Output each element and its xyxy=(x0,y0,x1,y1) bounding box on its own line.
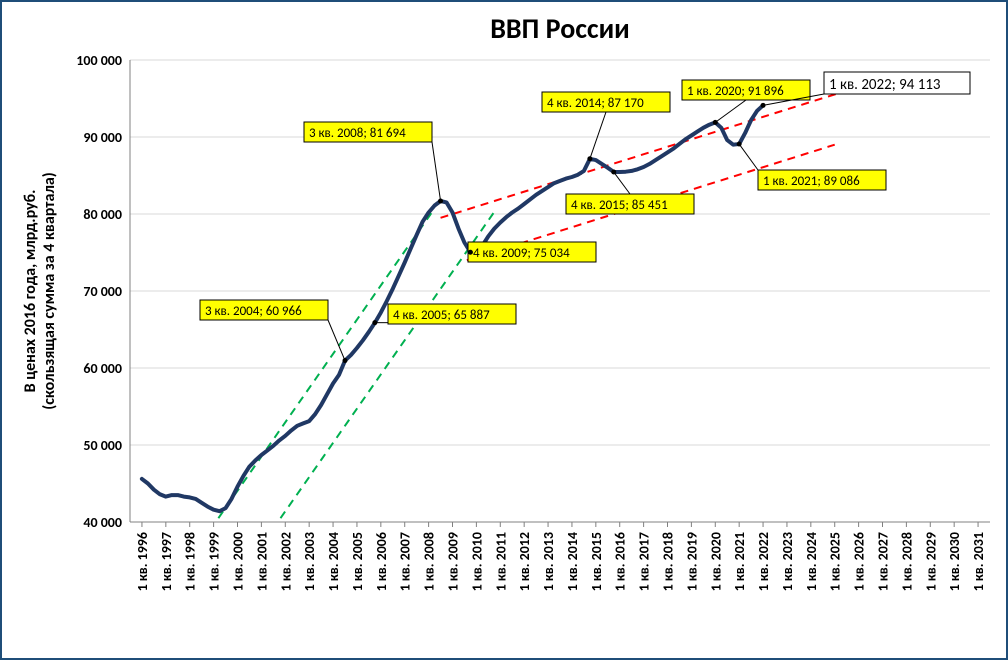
x-tick-label: 1 кв. 2020 xyxy=(707,532,724,591)
trend-line xyxy=(218,210,433,518)
callout-anchor xyxy=(737,142,742,147)
x-tick-label: 1 кв. 1996 xyxy=(134,532,151,591)
chart-svg: ВВП России В ценах 2016 года, млрд.руб.(с… xyxy=(2,2,1006,658)
chart-title: ВВП России xyxy=(490,11,630,46)
x-tick-label: 1 кв. 2011 xyxy=(492,532,509,591)
callout-text: 4 кв. 2015; 85 451 xyxy=(571,198,668,213)
x-tick-label: 1 кв. 2024 xyxy=(803,532,820,591)
x-tick-label: 1 кв. 2004 xyxy=(325,532,342,591)
callout-leader xyxy=(614,172,630,194)
x-tick-label: 1 кв. 2015 xyxy=(588,532,605,591)
x-tick-label: 1 кв. 2013 xyxy=(540,532,557,591)
callout-text: 3 кв. 2008; 81 694 xyxy=(309,126,406,141)
x-tick-label: 1 кв. 1997 xyxy=(158,532,175,591)
x-tick-label: 1 кв. 2002 xyxy=(277,532,294,591)
callout-text: 1 кв. 2020; 91 896 xyxy=(687,84,784,99)
x-tick-label: 1 кв. 2023 xyxy=(779,532,796,591)
callout-text: 4 кв. 2009; 75 034 xyxy=(473,246,570,261)
callout-text: 1 кв. 2021; 89 086 xyxy=(763,174,860,189)
x-tick-label: 1 кв. 2005 xyxy=(349,532,366,591)
y-tick-label: 90 000 xyxy=(83,129,122,146)
x-tick-label: 1 кв. 2017 xyxy=(636,532,653,591)
callout-leader xyxy=(432,142,441,201)
x-tick-label: 1 кв. 2018 xyxy=(660,532,677,591)
callout-leader xyxy=(715,100,746,122)
callout-text: 4 кв. 2014; 87 170 xyxy=(547,96,644,111)
x-tick-label: 1 кв. 2001 xyxy=(253,532,270,591)
y-tick-label: 60 000 xyxy=(83,360,122,377)
callout-anchor xyxy=(713,120,718,125)
callout-text: 4 кв. 2005; 65 887 xyxy=(393,308,490,323)
chart-container: ВВП России В ценах 2016 года, млрд.руб.(с… xyxy=(0,0,1008,660)
y-tick-label: 70 000 xyxy=(83,283,122,300)
y-tick-label: 50 000 xyxy=(83,437,122,454)
trend-line xyxy=(281,210,496,518)
x-tick-label: 1 кв. 2007 xyxy=(397,532,414,591)
y-axis-title: В ценах 2016 года, млрд.руб.(скользящая … xyxy=(21,172,59,410)
x-tick-label: 1 кв. 2029 xyxy=(922,532,939,591)
x-tick-label: 1 кв. 2009 xyxy=(445,532,462,591)
x-tick-label: 1 кв. 2000 xyxy=(230,532,247,591)
x-tick-label: 1 кв. 2014 xyxy=(564,532,581,591)
x-tick-label: 1 кв. 2026 xyxy=(851,532,868,591)
callout-leader xyxy=(739,144,758,170)
x-tick-label: 1 кв. 2022 xyxy=(755,532,772,591)
x-tick-label: 1 кв. 2010 xyxy=(468,532,485,591)
x-tick-label: 1 кв. 2025 xyxy=(827,532,844,591)
y-tick-label: 80 000 xyxy=(83,206,122,223)
x-tick-label: 1 кв. 2006 xyxy=(373,532,390,591)
callout-anchor xyxy=(468,250,473,255)
x-tick-label: 1 кв. 2031 xyxy=(970,532,987,591)
callout-anchor xyxy=(372,320,377,325)
x-tick-label: 1 кв. 1999 xyxy=(206,532,223,591)
callout-anchor xyxy=(761,103,766,108)
x-tick-label: 1 кв. 2028 xyxy=(898,532,915,591)
callout-anchor xyxy=(438,198,443,203)
x-tick-label: 1 кв. 2008 xyxy=(421,532,438,591)
callout-leader xyxy=(590,112,606,159)
x-tick-label: 1 кв. 1998 xyxy=(182,532,199,591)
callout-text: 1 кв. 2022; 94 113 xyxy=(829,76,941,94)
y-tick-label: 40 000 xyxy=(83,514,122,531)
x-tick-label: 1 кв. 2003 xyxy=(301,532,318,591)
callout-text: 3 кв. 2004; 60 966 xyxy=(205,304,302,319)
y-tick-label: 100 000 xyxy=(76,52,122,69)
x-tick-label: 1 кв. 2016 xyxy=(612,532,629,591)
x-tick-label: 1 кв. 2012 xyxy=(516,532,533,591)
x-tick-label: 1 кв. 2030 xyxy=(946,532,963,591)
x-tick-label: 1 кв. 2019 xyxy=(683,532,700,591)
callout-anchor xyxy=(611,170,616,175)
callout-anchor xyxy=(343,358,348,363)
x-tick-label: 1 кв. 2027 xyxy=(875,532,892,591)
callout-anchor xyxy=(587,156,592,161)
x-tick-label: 1 кв. 2021 xyxy=(731,532,748,591)
